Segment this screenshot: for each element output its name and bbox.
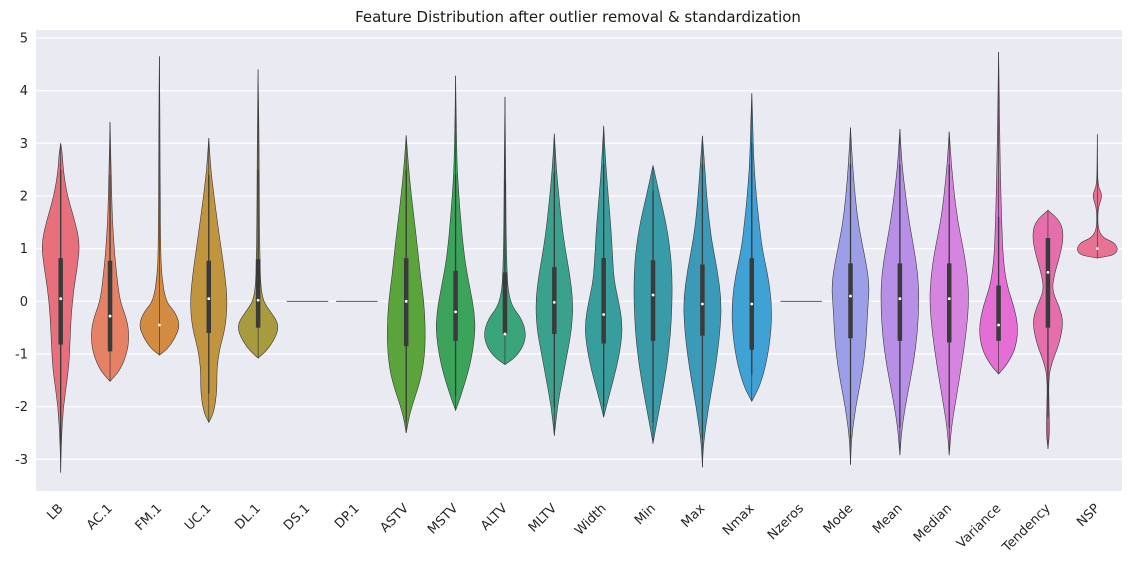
y-axis-ticks: -3 -2 -1 0 1 2 3 4 5 [15, 31, 28, 467]
violin-median [651, 293, 655, 297]
violin-dl-1 [238, 69, 279, 359]
violin-uc-1 [190, 137, 228, 424]
violin-altv [484, 96, 526, 365]
violin-median [59, 297, 63, 301]
violin-median [1095, 247, 1099, 251]
chart-title: Feature Distribution after outlier remov… [355, 8, 801, 26]
y-tick-label: 1 [20, 242, 28, 257]
violin-nsp [1077, 134, 1118, 259]
violin-median [454, 310, 457, 314]
violin-mean [880, 128, 919, 456]
y-tick-label: -1 [15, 348, 28, 363]
violin-width [585, 125, 623, 418]
violin-ac-1 [91, 122, 129, 382]
violin-lb [42, 143, 80, 473]
violin-median [929, 131, 969, 456]
violin-tendency [1032, 209, 1064, 449]
violin-median [256, 298, 260, 302]
violin-median [947, 297, 951, 301]
violin-median [552, 300, 556, 304]
violin-astv [387, 135, 426, 434]
y-tick-label: -3 [15, 453, 28, 468]
violin-median [750, 302, 754, 306]
y-tick-label: 4 [20, 84, 28, 99]
violin-median [404, 299, 408, 303]
violin-median [602, 313, 606, 316]
y-tick-label: -2 [15, 400, 28, 415]
violins [42, 52, 1118, 473]
violin-variance [979, 52, 1018, 375]
violin-min [633, 165, 673, 444]
violin-nmax [731, 93, 772, 403]
violin-median [108, 314, 112, 318]
violin-median [701, 302, 704, 306]
violin-median [997, 323, 1000, 327]
violin-median [503, 332, 507, 336]
y-tick-label: 3 [20, 137, 28, 152]
violin-fm-1 [139, 56, 180, 356]
violin-median [898, 297, 902, 301]
violin-median [1046, 270, 1050, 274]
violin-median [207, 297, 211, 301]
y-tick-label: 0 [20, 295, 28, 310]
violin-median [158, 323, 161, 327]
violin-max [683, 135, 722, 468]
y-tick-label: 2 [20, 189, 28, 204]
violin-mstv [436, 75, 476, 412]
violin-median [849, 294, 852, 298]
y-tick-label: 5 [20, 31, 28, 46]
violin-mltv [535, 133, 573, 436]
violin-mode [831, 127, 870, 465]
